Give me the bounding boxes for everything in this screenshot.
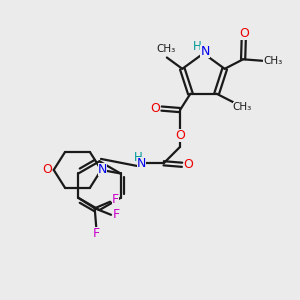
Text: F: F xyxy=(112,193,119,206)
Text: H: H xyxy=(193,40,201,53)
Text: O: O xyxy=(150,102,160,115)
Text: N: N xyxy=(137,157,146,170)
Text: H: H xyxy=(134,151,143,164)
Text: CH₃: CH₃ xyxy=(233,102,252,112)
Text: O: O xyxy=(175,128,185,142)
Text: O: O xyxy=(42,164,52,176)
Text: CH₃: CH₃ xyxy=(263,56,283,66)
Text: O: O xyxy=(184,158,194,171)
Text: N: N xyxy=(98,164,107,176)
Text: F: F xyxy=(113,208,120,221)
Text: F: F xyxy=(93,227,100,240)
Text: N: N xyxy=(200,45,210,58)
Text: O: O xyxy=(239,27,249,40)
Text: CH₃: CH₃ xyxy=(157,44,176,54)
